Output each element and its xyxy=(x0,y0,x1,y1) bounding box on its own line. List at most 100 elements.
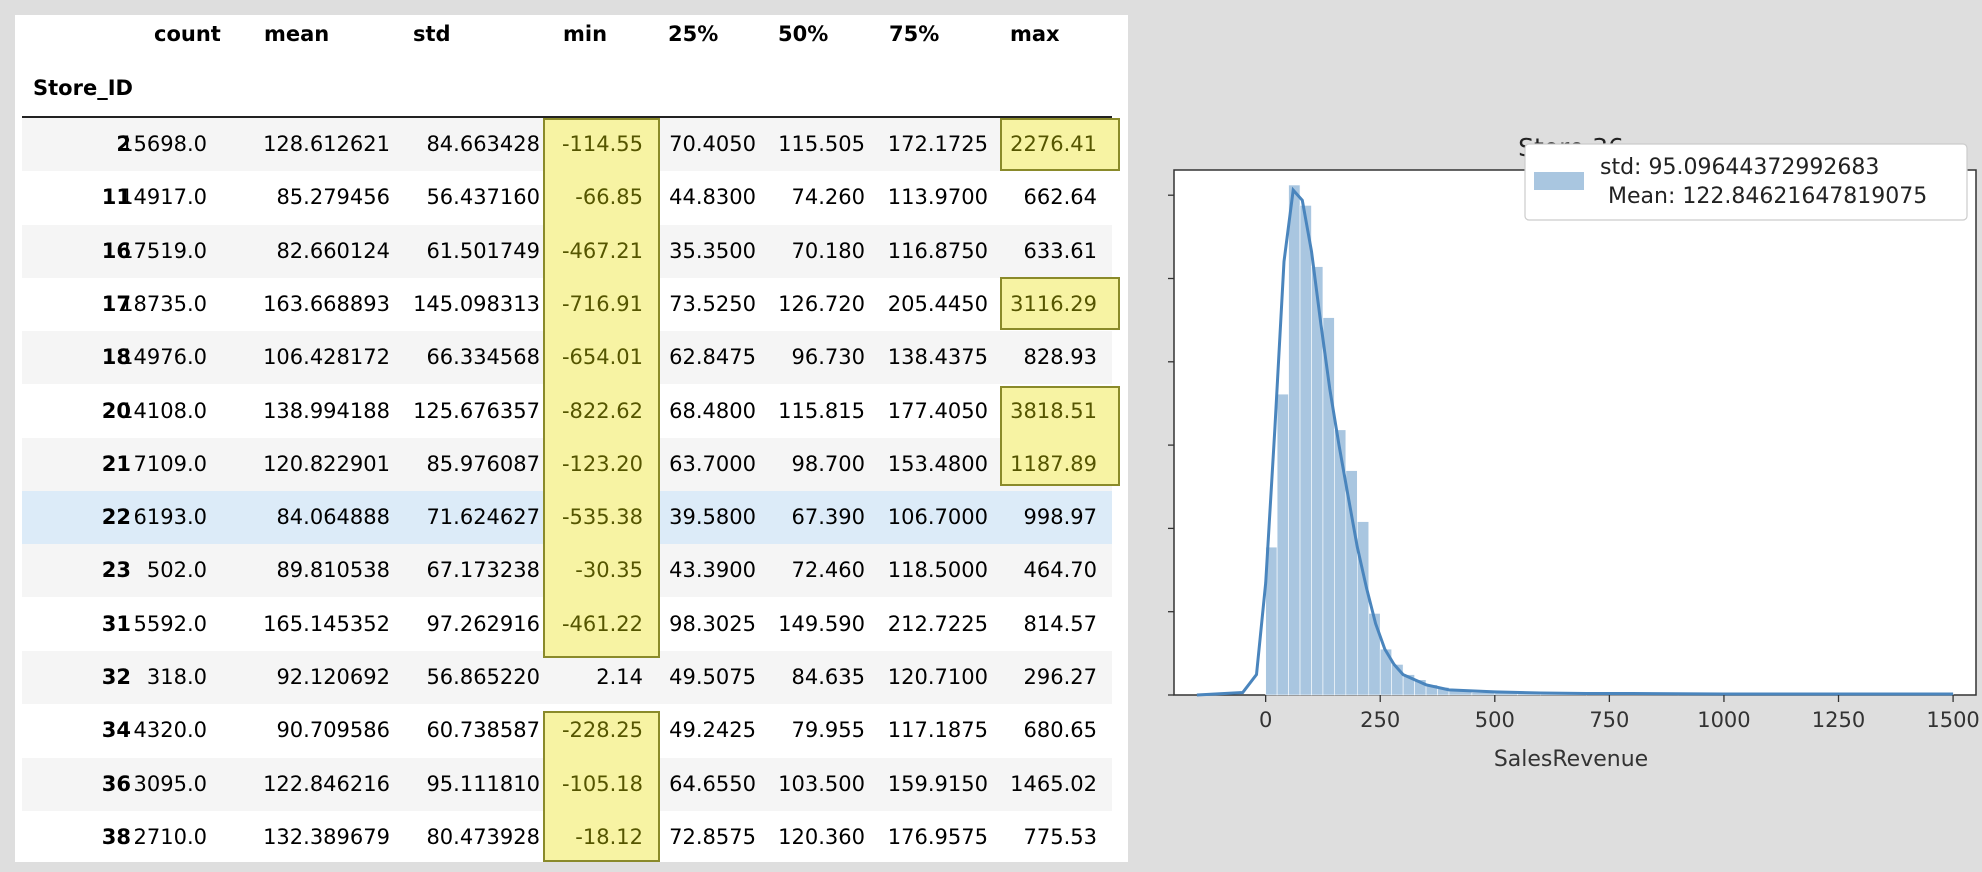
table-row[interactable] xyxy=(22,651,1112,704)
cell-max: 998.97 xyxy=(1023,505,1097,530)
cell-p25: 73.5250 xyxy=(669,291,756,316)
cell-p75: 153.4800 xyxy=(887,451,988,476)
cell-std: 85.976087 xyxy=(426,451,540,476)
hist-bar xyxy=(1357,521,1370,696)
cell-p75: 118.5000 xyxy=(887,558,988,583)
cell-p75: 177.4050 xyxy=(887,398,988,423)
x-tick-label: 1000 xyxy=(1697,708,1750,732)
legend-text-mean: Mean: 122.84621647819075 xyxy=(1608,184,1927,209)
cell-max: 814.57 xyxy=(1023,611,1097,636)
cell-p25: 72.8575 xyxy=(669,824,756,849)
row-index: 31 xyxy=(101,611,131,636)
row-index: 20 xyxy=(101,398,131,423)
legend-text-std: std: 95.09644372992683 xyxy=(1600,155,1879,180)
cell-mean: 89.810538 xyxy=(276,558,390,583)
cell-count: 318.0 xyxy=(146,665,207,689)
cell-max: 464.70 xyxy=(1023,558,1097,583)
highlight-max-row-17 xyxy=(1000,277,1120,330)
cell-p50: 70.180 xyxy=(791,238,865,263)
cell-mean: 163.668893 xyxy=(263,291,390,316)
cell-p25: 49.5075 xyxy=(669,665,756,689)
col-header-std: std xyxy=(413,22,451,46)
cell-max: 3818.51 xyxy=(1010,398,1097,423)
row-index: 16 xyxy=(101,238,131,263)
cell-max: 1187.89 xyxy=(1010,451,1097,476)
cell-max: 828.93 xyxy=(1023,345,1097,370)
legend-box xyxy=(1524,143,1968,221)
cell-min: -228.25 xyxy=(561,718,643,743)
cell-min: -654.01 xyxy=(561,345,643,370)
cell-p50: 96.730 xyxy=(791,345,865,370)
cell-p50: 120.360 xyxy=(778,824,865,849)
cell-std: 67.173238 xyxy=(426,558,540,583)
cell-p75: 159.9150 xyxy=(887,771,988,796)
x-tick-label: 1250 xyxy=(1812,708,1865,732)
axes: 0 250 500 750 1000 1250 1500 xyxy=(1168,194,1980,732)
col-header-75: 75% xyxy=(889,22,940,46)
cell-p25: 98.3025 xyxy=(669,611,756,636)
header-divider xyxy=(22,116,1112,118)
x-tick-label: 1500 xyxy=(1926,708,1979,732)
cell-count: 6193.0 xyxy=(133,505,207,530)
hist-bar xyxy=(1288,184,1301,696)
cell-p75: 212.7225 xyxy=(887,611,988,636)
cell-std: 60.738587 xyxy=(426,718,540,743)
cell-std: 56.437160 xyxy=(426,185,540,210)
cell-count: 3095.0 xyxy=(133,771,207,796)
cell-mean: 165.145352 xyxy=(263,611,390,636)
highlight-min-block-1 xyxy=(543,118,660,658)
cell-mean: 106.428172 xyxy=(263,345,390,370)
kde-curve xyxy=(1196,186,1954,697)
cell-mean: 85.279456 xyxy=(276,185,390,210)
cell-mean: 138.994188 xyxy=(263,398,390,423)
x-tick-label: 750 xyxy=(1589,708,1629,732)
cell-p75: 138.4375 xyxy=(887,345,988,370)
cell-max: 662.64 xyxy=(1023,185,1097,210)
legend-swatch xyxy=(1534,172,1584,190)
cell-count: 7109.0 xyxy=(133,451,207,476)
cell-std: 84.663428 xyxy=(426,132,540,156)
cell-min: -123.20 xyxy=(561,451,643,476)
histogram-bars xyxy=(1265,184,1954,696)
cell-p25: 62.8475 xyxy=(669,345,756,370)
cell-min: -467.21 xyxy=(561,238,643,263)
cell-min: -105.18 xyxy=(561,771,643,796)
cell-std: 61.501749 xyxy=(426,238,540,263)
row-index: 36 xyxy=(101,771,131,796)
cell-p50: 115.815 xyxy=(778,398,865,423)
cell-p50: 149.590 xyxy=(778,611,865,636)
col-header-min: min xyxy=(563,22,608,46)
cell-p25: 68.4800 xyxy=(669,398,756,423)
row-index: 2 xyxy=(116,132,131,156)
cell-std: 95.111810 xyxy=(426,771,540,796)
col-header-mean: mean xyxy=(264,22,330,46)
cell-std: 125.676357 xyxy=(413,398,540,423)
cell-mean: 84.064888 xyxy=(276,505,390,530)
cell-max: 680.65 xyxy=(1023,718,1097,743)
cell-std: 56.865220 xyxy=(426,665,540,689)
cell-max: 775.53 xyxy=(1023,824,1097,849)
cell-p50: 98.700 xyxy=(791,451,865,476)
cell-mean: 132.389679 xyxy=(263,824,390,849)
cell-p75: 116.8750 xyxy=(887,238,988,263)
cell-min: -716.91 xyxy=(561,291,643,316)
cell-p75: 172.1725 xyxy=(887,132,988,156)
cell-std: 97.262916 xyxy=(426,611,540,636)
hist-bar xyxy=(1368,613,1381,696)
cell-std: 80.473928 xyxy=(426,824,540,849)
cell-p75: 176.9575 xyxy=(887,824,988,849)
cell-max: 3116.29 xyxy=(1010,291,1097,316)
cell-count: 18735.0 xyxy=(120,291,207,316)
kde-line xyxy=(1196,186,1954,697)
legend: std: 95.09644372992683 Mean: 122.8462164… xyxy=(1524,143,1968,221)
cell-count: 2710.0 xyxy=(133,824,207,849)
cell-p50: 84.635 xyxy=(791,665,865,689)
cell-p25: 70.4050 xyxy=(669,132,756,156)
cell-p75: 117.1875 xyxy=(887,718,988,743)
cell-max: 1465.02 xyxy=(1010,771,1097,796)
row-index: 38 xyxy=(101,824,131,849)
row-index: 18 xyxy=(101,345,131,370)
highlight-max-row-2 xyxy=(1000,118,1120,171)
